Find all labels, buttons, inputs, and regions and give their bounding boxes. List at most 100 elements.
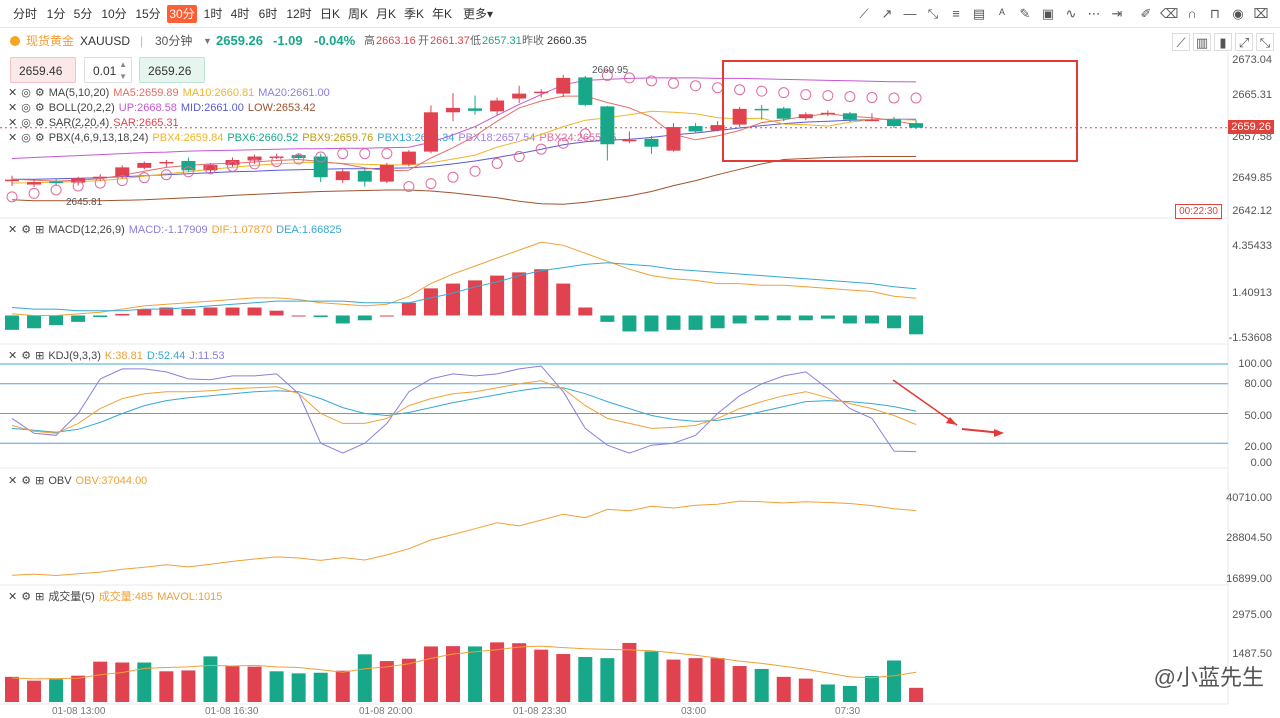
fib-icon[interactable]: ▤ [972,6,986,21]
tf-30m[interactable]: 30分 [167,5,197,23]
settings-icon[interactable]: ⤡ [1256,33,1274,51]
chevron-down-icon[interactable]: ▼ [203,36,212,46]
settings-icon[interactable]: ⚙ [21,350,32,362]
candle-style-icon[interactable]: ▮ [1214,33,1232,51]
eye-icon[interactable]: ◉ [1232,6,1244,21]
tf-year[interactable]: 年K [431,7,452,21]
legend-macd: ✕ ⚙ ⊞ MACD(12,26,9) MACD:-1.17909 DIF:1.07870… [8,224,342,236]
magnet-icon[interactable]: ∩ [1187,6,1197,21]
pin-icon[interactable]: ⇥ [1111,6,1123,21]
macd-tick: 1.40913 [1232,287,1272,299]
obv-tick: 28804.50 [1226,532,1272,544]
fullscreen-icon[interactable]: ⤢ [1235,33,1253,51]
close-icon[interactable]: ✕ [8,475,18,487]
ma5-line [11,95,917,182]
macd-bar [688,315,703,330]
macd-bar [820,315,835,319]
sar-dot [778,87,790,99]
close-icon[interactable]: ✕ [8,102,18,114]
buy-price-button[interactable]: 2659.26 [139,57,205,83]
annotation-arrow-head [994,429,1004,437]
settings-icon[interactable]: ⚙ [21,591,32,603]
tf-6h[interactable]: 6时 [258,7,278,21]
tf-12h[interactable]: 12时 [286,7,312,21]
candle-body [313,156,328,178]
close-icon[interactable]: ✕ [8,350,18,362]
macd-bar [159,307,174,316]
eraser-icon[interactable]: ⌫ [1160,6,1179,21]
tf-quarter[interactable]: 季K [403,7,424,21]
sar-dot [72,180,84,192]
volume-bar [754,668,769,702]
arrow-icon[interactable]: ⤡ [927,6,939,21]
macd-bar [71,315,86,322]
settings-icon[interactable]: ⚙ [34,132,45,144]
ray-icon[interactable]: ↗ [881,6,893,21]
quantity-value[interactable]: 0.01 [93,64,117,78]
hline-icon[interactable]: — [903,6,917,21]
volume-bar [710,658,725,702]
settings-icon[interactable]: ⚙ [34,87,45,99]
tf-fenshi[interactable]: 分时 [12,7,37,21]
expand-icon[interactable]: ⊞ [35,591,45,603]
candle-body [379,164,394,182]
indicator-icon[interactable]: ⟋ [1172,33,1190,51]
trendline-icon[interactable]: ⟋ [859,6,869,21]
image-icon[interactable]: ▣ [1041,6,1055,21]
volume-bar [600,658,615,702]
tf-10m[interactable]: 10分 [101,7,127,21]
text-icon[interactable]: ᴬ [999,6,1005,21]
expand-icon[interactable]: ⊞ [35,475,45,487]
eye-icon[interactable]: ◎ [21,132,31,144]
brush-icon[interactable]: ✎ [1019,6,1031,21]
candle-body [909,123,924,128]
volume-bar [225,666,240,702]
more-lines-icon[interactable]: ⋯ [1087,6,1101,21]
candle-body [269,156,284,159]
chart-type-icon[interactable]: ▥ [1193,33,1211,51]
settings-icon[interactable]: ⚙ [21,475,32,487]
close-icon[interactable]: ✕ [8,87,18,99]
candle-body [622,139,637,142]
settings-icon[interactable]: ⚙ [34,102,45,114]
eye-icon[interactable]: ◎ [21,87,31,99]
expand-icon[interactable]: ⊞ [35,224,45,236]
stepper-down-icon[interactable]: ▼ [119,72,127,81]
period-select[interactable]: 30分钟 [155,34,193,48]
annotation-arrow-line [892,379,958,426]
tf-5m[interactable]: 5分 [73,7,93,21]
quantity-stepper[interactable]: 0.01 ▲ ▼ [84,57,132,83]
lock-icon[interactable]: ⊓ [1209,6,1221,21]
settings-icon[interactable]: ⚙ [21,224,32,236]
close-icon[interactable]: ✕ [8,117,18,129]
volume-bar [423,646,438,702]
close-icon[interactable]: ✕ [8,224,18,236]
tf-1h[interactable]: 1时 [203,7,223,21]
eye-icon[interactable]: ◎ [21,102,31,114]
sar-dot [425,178,437,190]
stepper-up-icon[interactable]: ▲ [119,60,127,69]
candle-body [446,107,460,113]
wave-icon[interactable]: ∿ [1065,6,1077,21]
edit-icon[interactable]: ✐ [1140,6,1152,21]
tf-day[interactable]: 日K [319,7,340,21]
settings-icon[interactable]: ⚙ [34,117,45,129]
close-icon[interactable]: ✕ [8,132,18,144]
symbol-name[interactable]: 现货黄金 [26,34,75,48]
sar-dot [403,181,415,193]
tf-more[interactable]: 更多▾ [462,7,494,21]
tf-week[interactable]: 周K [347,7,368,21]
tf-month[interactable]: 月K [375,7,396,21]
channel-icon[interactable]: ≡ [952,6,960,21]
eye-icon[interactable]: ◎ [21,117,31,129]
close-icon[interactable]: ✕ [8,591,18,603]
tf-1m[interactable]: 1分 [46,7,66,21]
expand-icon[interactable]: ⊞ [35,350,45,362]
tf-15m[interactable]: 15分 [135,7,161,21]
sell-price-button[interactable]: 2659.46 [10,57,76,83]
trash-icon[interactable]: ⌧ [1253,6,1269,21]
kdj-tick: 80.00 [1244,378,1272,390]
ma10-line [11,110,917,184]
tf-4h[interactable]: 4时 [230,7,250,21]
